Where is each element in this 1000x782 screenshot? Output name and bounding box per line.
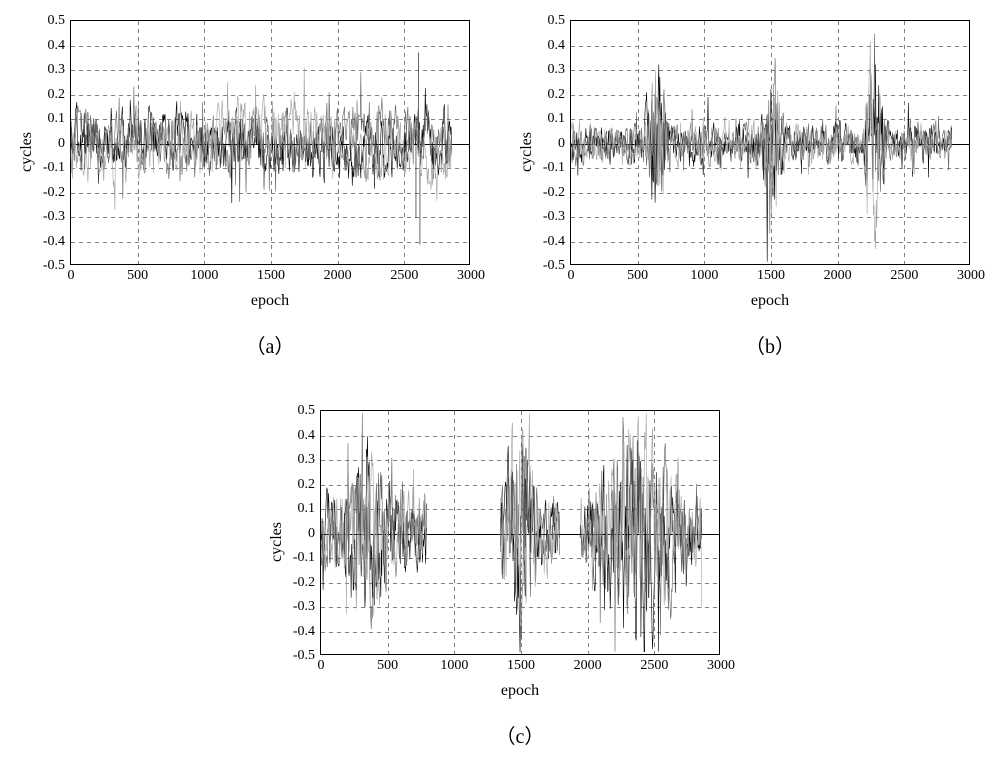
xtick: 0	[68, 268, 75, 284]
xtick: 0	[568, 268, 575, 284]
xtick: 3000	[707, 658, 735, 674]
ytick: -0.5	[543, 258, 565, 274]
ytick: 0.1	[548, 111, 566, 127]
plot-box-b: cycles epoch -0.5-0.4-0.3-0.2-0.100.10.2…	[570, 20, 970, 265]
ytick: -0.3	[543, 209, 565, 225]
xtick: 2000	[324, 268, 352, 284]
xtick: 1500	[257, 268, 285, 284]
ytick: -0.2	[543, 185, 565, 201]
xtick: 500	[127, 268, 148, 284]
ytick: 0.1	[298, 501, 316, 517]
xtick: 500	[627, 268, 648, 284]
xtick: 2500	[890, 268, 918, 284]
trace-series	[571, 21, 969, 264]
ytick: -0.4	[293, 624, 315, 640]
ytick: 0	[308, 526, 315, 542]
xtick: 1500	[757, 268, 785, 284]
ytick: 0.2	[298, 477, 316, 493]
xtick: 2500	[390, 268, 418, 284]
sublabel-a: （a）	[246, 330, 295, 359]
sublabel-b: （b）	[745, 330, 795, 359]
xtick: 2000	[574, 658, 602, 674]
xtick: 1000	[190, 268, 218, 284]
ytick: 0.2	[548, 87, 566, 103]
sublabel-c: （c）	[496, 720, 545, 749]
xlabel-b: epoch	[751, 292, 789, 310]
ytick: -0.2	[293, 575, 315, 591]
ytick: 0.5	[298, 403, 316, 419]
ylabel-c: cycles	[268, 522, 286, 562]
ytick: 0	[558, 136, 565, 152]
trace-series	[321, 411, 719, 654]
ytick: 0.4	[548, 38, 566, 54]
xtick: 2000	[824, 268, 852, 284]
ytick: -0.4	[543, 234, 565, 250]
ytick: 0.5	[548, 13, 566, 29]
xtick: 3000	[957, 268, 985, 284]
xtick: 0	[318, 658, 325, 674]
xtick: 1500	[507, 658, 535, 674]
ytick: 0.3	[548, 62, 566, 78]
xtick: 1000	[690, 268, 718, 284]
ytick: -0.5	[293, 648, 315, 664]
xtick: 500	[377, 658, 398, 674]
ytick: 0.4	[298, 428, 316, 444]
xlabel-c: epoch	[501, 682, 539, 700]
panel-c: cycles epoch -0.5-0.4-0.3-0.2-0.100.10.2…	[0, 0, 400, 245]
ytick: -0.3	[293, 599, 315, 615]
ytick: -0.1	[293, 550, 315, 566]
ytick: -0.1	[543, 160, 565, 176]
xlabel-a: epoch	[251, 292, 289, 310]
ytick: 0.3	[298, 452, 316, 468]
xtick: 1000	[440, 658, 468, 674]
xtick: 3000	[457, 268, 485, 284]
ytick: -0.5	[43, 258, 65, 274]
ylabel-b: cycles	[518, 132, 536, 172]
plot-box-c: cycles epoch -0.5-0.4-0.3-0.2-0.100.10.2…	[320, 410, 720, 655]
xtick: 2500	[640, 658, 668, 674]
